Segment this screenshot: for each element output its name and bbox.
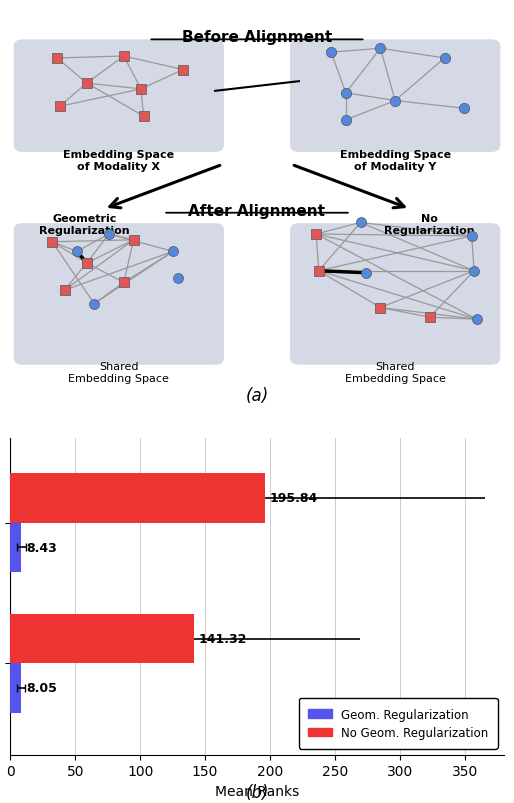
Point <box>470 265 478 278</box>
Point <box>83 257 91 270</box>
Point <box>48 236 57 249</box>
Text: 141.32: 141.32 <box>199 633 247 646</box>
Point <box>472 313 481 326</box>
FancyBboxPatch shape <box>14 40 224 153</box>
Point <box>130 234 138 247</box>
Point <box>376 43 384 55</box>
Point <box>342 88 350 100</box>
Point <box>179 64 187 77</box>
Text: Embedding Space
of Modality X: Embedding Space of Modality X <box>63 149 174 172</box>
FancyBboxPatch shape <box>290 224 500 365</box>
Point <box>137 84 145 96</box>
FancyBboxPatch shape <box>14 224 224 365</box>
Bar <box>10 614 194 663</box>
Point <box>120 51 128 63</box>
Point <box>460 103 468 116</box>
Text: (b): (b) <box>245 784 269 801</box>
Point <box>120 276 128 289</box>
Point <box>357 217 365 230</box>
Point <box>426 312 434 324</box>
Point <box>73 246 81 259</box>
Point <box>139 110 148 123</box>
Bar <box>10 523 21 572</box>
Text: Shared
Embedding Space: Shared Embedding Space <box>345 361 446 384</box>
Point <box>61 284 69 297</box>
Text: Shared
Embedding Space: Shared Embedding Space <box>68 361 169 384</box>
Text: No
Regularization: No Regularization <box>384 214 475 236</box>
Text: 8.05: 8.05 <box>26 682 57 695</box>
Bar <box>10 663 21 713</box>
Bar <box>10 474 265 523</box>
Point <box>376 302 384 315</box>
FancyBboxPatch shape <box>290 40 500 153</box>
Point <box>327 47 335 59</box>
Point <box>90 298 98 311</box>
Text: (a): (a) <box>245 387 269 405</box>
Text: Embedding Space
of Modality Y: Embedding Space of Modality Y <box>340 149 451 172</box>
Text: Before Alignment: Before Alignment <box>182 30 332 45</box>
Point <box>56 100 64 113</box>
Point <box>391 95 399 108</box>
Point <box>53 52 61 65</box>
Text: After Alignment: After Alignment <box>189 204 325 218</box>
Point <box>174 273 182 286</box>
Legend: Geom. Regularization, No Geom. Regularization: Geom. Regularization, No Geom. Regulariz… <box>299 698 498 749</box>
Point <box>169 246 177 259</box>
Point <box>342 114 350 127</box>
Point <box>105 228 113 241</box>
Point <box>315 265 323 278</box>
X-axis label: Mean Ranks: Mean Ranks <box>215 784 299 798</box>
Text: Geometric
Regularization: Geometric Regularization <box>39 214 130 236</box>
Point <box>361 267 370 279</box>
Text: 8.43: 8.43 <box>26 541 57 554</box>
Point <box>468 230 476 243</box>
Point <box>312 228 320 241</box>
Point <box>83 78 91 91</box>
Point <box>440 52 449 65</box>
Text: 195.84: 195.84 <box>270 492 318 505</box>
